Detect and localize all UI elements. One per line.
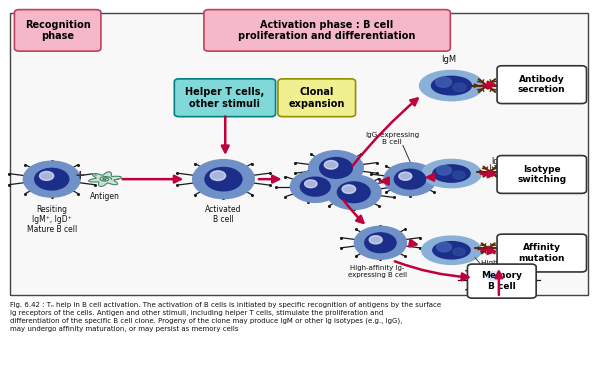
- Circle shape: [193, 160, 254, 199]
- FancyBboxPatch shape: [174, 79, 275, 116]
- Text: Antibody
secretion: Antibody secretion: [518, 75, 566, 94]
- Text: Resiting
IgM⁺, IgD⁺
Mature B cell: Resiting IgM⁺, IgD⁺ Mature B cell: [27, 205, 77, 234]
- Circle shape: [486, 271, 501, 281]
- Circle shape: [309, 151, 363, 185]
- Circle shape: [290, 171, 340, 202]
- Circle shape: [473, 264, 525, 297]
- FancyBboxPatch shape: [10, 12, 588, 295]
- Circle shape: [437, 166, 452, 175]
- Circle shape: [453, 83, 466, 92]
- Text: Fig. 6.42 : Tₙ help in B cell activation. The activation of B cells is initiated: Fig. 6.42 : Tₙ help in B cell activation…: [10, 302, 441, 332]
- Ellipse shape: [422, 236, 481, 264]
- Circle shape: [23, 161, 80, 197]
- Text: Recognition
phase: Recognition phase: [25, 20, 90, 41]
- Ellipse shape: [433, 165, 470, 182]
- FancyBboxPatch shape: [14, 10, 101, 51]
- Circle shape: [437, 242, 452, 252]
- Text: High-affinity IgG: High-affinity IgG: [481, 261, 540, 266]
- Circle shape: [482, 269, 516, 290]
- Text: IgG-expressing
B cell: IgG-expressing B cell: [365, 132, 419, 146]
- FancyBboxPatch shape: [497, 234, 587, 272]
- Circle shape: [327, 175, 381, 210]
- Circle shape: [384, 163, 436, 196]
- Polygon shape: [89, 172, 121, 186]
- Text: IgM: IgM: [441, 55, 456, 64]
- Ellipse shape: [422, 159, 481, 188]
- Circle shape: [337, 182, 370, 202]
- Text: +: +: [75, 169, 86, 182]
- Text: Memory
B cell: Memory B cell: [481, 271, 522, 291]
- Ellipse shape: [431, 76, 471, 95]
- Circle shape: [365, 233, 396, 253]
- Circle shape: [35, 169, 69, 190]
- Circle shape: [369, 236, 382, 244]
- FancyBboxPatch shape: [468, 264, 536, 298]
- Text: Helper T cells,
other stimuli: Helper T cells, other stimuli: [185, 87, 265, 109]
- Text: Isotype
switching: Isotype switching: [517, 165, 566, 184]
- Circle shape: [324, 161, 338, 169]
- Circle shape: [300, 177, 330, 196]
- Circle shape: [305, 180, 317, 188]
- Ellipse shape: [419, 70, 484, 101]
- Circle shape: [453, 248, 465, 256]
- Circle shape: [39, 172, 54, 181]
- Circle shape: [436, 77, 452, 87]
- Circle shape: [210, 171, 226, 181]
- FancyBboxPatch shape: [278, 79, 356, 116]
- Circle shape: [355, 226, 406, 259]
- Circle shape: [205, 167, 242, 191]
- Circle shape: [394, 169, 425, 189]
- Ellipse shape: [433, 242, 470, 259]
- Circle shape: [320, 158, 352, 178]
- Text: IgG: IgG: [491, 157, 505, 166]
- Text: Activated
B cell: Activated B cell: [205, 205, 242, 224]
- FancyBboxPatch shape: [497, 66, 587, 104]
- FancyBboxPatch shape: [497, 156, 587, 193]
- Text: High-affinity Ig-
expressing B cell: High-affinity Ig- expressing B cell: [348, 265, 407, 278]
- FancyBboxPatch shape: [204, 10, 450, 51]
- Circle shape: [342, 185, 356, 193]
- Circle shape: [399, 172, 412, 180]
- Text: Affinity
mutation: Affinity mutation: [518, 243, 565, 263]
- Circle shape: [453, 171, 465, 179]
- Text: Activation phase : B cell
proliferation and differentiation: Activation phase : B cell proliferation …: [239, 20, 416, 41]
- Text: Antigen: Antigen: [90, 192, 120, 201]
- Text: Clonal
expansion: Clonal expansion: [289, 87, 345, 109]
